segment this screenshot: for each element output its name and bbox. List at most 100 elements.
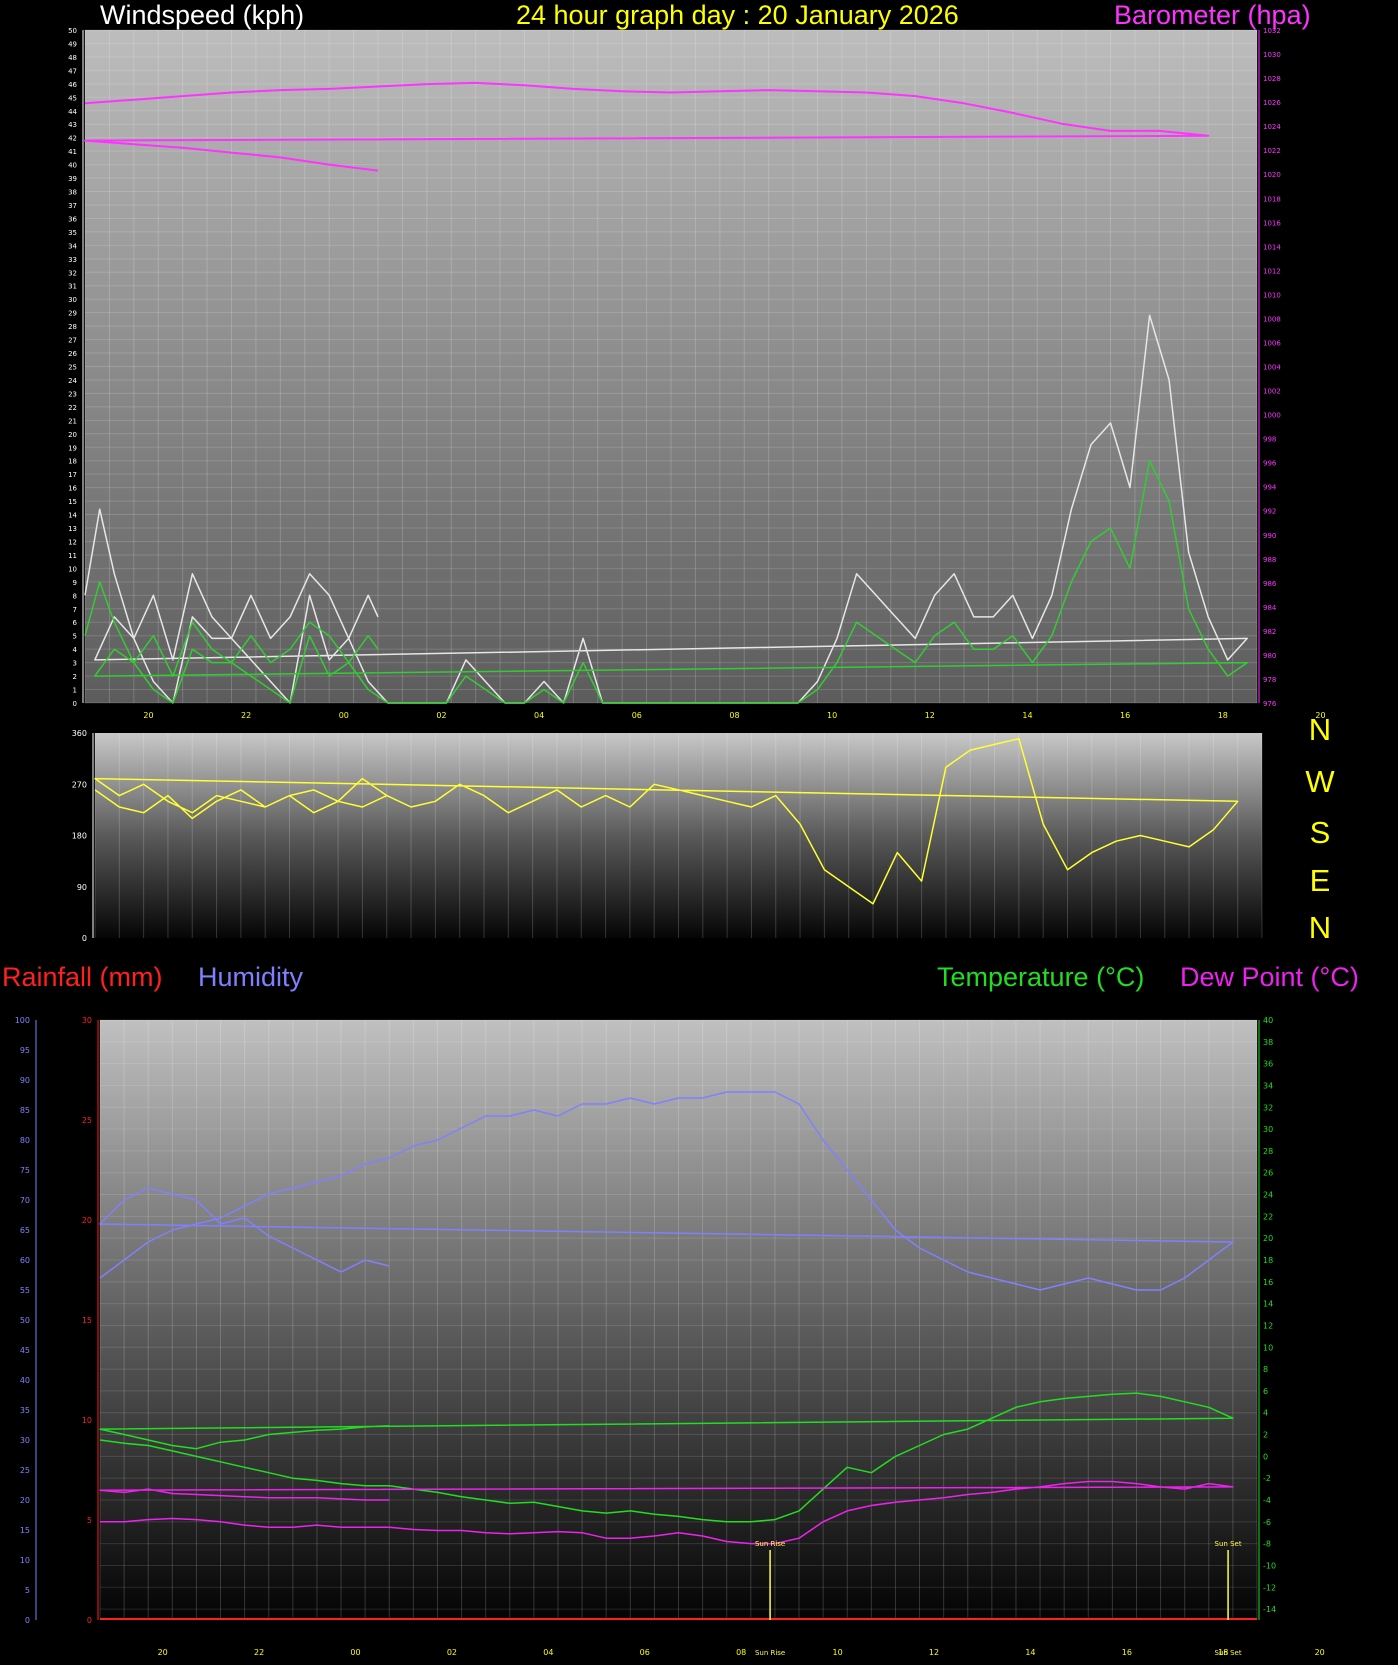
windspeed-y-tick: 9 <box>73 579 77 587</box>
rainfall-y-tick: 30 <box>82 1016 92 1025</box>
barometer-y-tick: 1018 <box>1263 195 1281 203</box>
humidity-y-tick: 25 <box>20 1466 30 1475</box>
barometer-y-tick: 1012 <box>1263 267 1281 275</box>
temperature-y-tick: 0 <box>1263 1452 1268 1461</box>
windspeed-y-tick: 4 <box>73 646 78 654</box>
barometer-y-tick: 1016 <box>1263 219 1281 227</box>
windspeed-y-tick: 30 <box>68 296 77 304</box>
dewpoint-title: Dew Point (°C) <box>1180 962 1359 992</box>
climate-time-tick: 04 <box>543 1648 553 1657</box>
barometer-y-tick: 986 <box>1263 580 1277 588</box>
sunset-label: Sun Set <box>1215 1540 1242 1548</box>
barometer-y-tick: 1006 <box>1263 339 1281 347</box>
windspeed-time-tick: 10 <box>827 711 837 720</box>
barometer-y-tick: 996 <box>1263 460 1277 468</box>
windspeed-y-tick: 37 <box>68 202 77 210</box>
barometer-y-tick: 1002 <box>1263 388 1281 396</box>
windspeed-time-tick: 06 <box>632 711 642 720</box>
windspeed-y-tick: 45 <box>68 94 77 102</box>
barometer-y-tick: 1024 <box>1263 123 1281 131</box>
direction-y-tick: 0 <box>82 934 87 943</box>
temperature-y-tick: 38 <box>1263 1038 1273 1047</box>
windspeed-time-tick: 20 <box>1315 711 1325 720</box>
temperature-y-tick: -6 <box>1263 1518 1271 1527</box>
humidity-y-tick: 95 <box>20 1046 30 1055</box>
windspeed-y-tick: 6 <box>73 619 78 627</box>
direction-y-tick: 360 <box>72 729 87 738</box>
climate-time-tick: 18 <box>1218 1648 1228 1657</box>
barometer-y-tick: 1022 <box>1263 147 1281 155</box>
windspeed-y-tick: 20 <box>68 431 77 439</box>
windspeed-y-tick: 36 <box>68 215 77 223</box>
climate-time-tick: 10 <box>832 1648 842 1657</box>
windspeed-y-tick: 17 <box>68 471 77 479</box>
climate-plot-area <box>100 1020 1257 1620</box>
windspeed-y-tick: 13 <box>68 525 77 533</box>
windspeed-time-tick: 20 <box>143 711 153 720</box>
windspeed-y-tick: 39 <box>68 175 77 183</box>
temperature-y-tick: 32 <box>1263 1103 1273 1112</box>
windspeed-y-tick: 2 <box>73 673 77 681</box>
temperature-y-tick: 8 <box>1263 1365 1268 1374</box>
compass-north-bottom: N <box>1308 910 1332 945</box>
windspeed-y-tick: 21 <box>68 417 77 425</box>
climate-time-tick: 14 <box>1025 1648 1035 1657</box>
humidity-y-tick: 45 <box>20 1346 30 1355</box>
humidity-y-tick: 75 <box>20 1166 30 1175</box>
temperature-title: Temperature (°C) <box>937 962 1145 992</box>
humidity-y-tick: 35 <box>20 1406 30 1415</box>
windspeed-y-tick: 33 <box>68 256 77 264</box>
windspeed-y-tick: 41 <box>68 148 77 156</box>
temperature-y-tick: 30 <box>1263 1125 1273 1134</box>
windspeed-y-tick: 23 <box>68 390 77 398</box>
dewpoint-line <box>99 1480 1234 1545</box>
barometer-y-tick: 984 <box>1263 604 1277 612</box>
temperature-y-tick: -14 <box>1263 1605 1276 1614</box>
barometer-y-tick: 982 <box>1263 628 1276 636</box>
climate-time-tick: 00 <box>350 1648 360 1657</box>
humidity-y-tick: 50 <box>20 1316 30 1325</box>
temperature-y-tick: -8 <box>1263 1540 1271 1549</box>
temperature-line <box>99 1392 1234 1523</box>
temperature-y-tick: 22 <box>1263 1212 1273 1221</box>
windspeed-line <box>84 459 1248 704</box>
compass-north-top: N <box>1308 712 1332 747</box>
climate-time-tick: 22 <box>254 1648 264 1657</box>
temperature-y-tick: 16 <box>1263 1278 1273 1287</box>
windspeed-y-tick: 31 <box>68 283 77 291</box>
humidity-y-tick: 5 <box>25 1586 30 1595</box>
windspeed-y-tick: 14 <box>68 512 77 520</box>
climate-time-tick: 20 <box>1315 1648 1325 1657</box>
windspeed-time-tick: 22 <box>241 711 251 720</box>
barometer-y-tick: 1010 <box>1263 291 1281 299</box>
barometer-y-tick: 1028 <box>1263 75 1281 83</box>
windspeed-y-tick: 35 <box>68 229 77 237</box>
windspeed-y-tick: 32 <box>68 269 77 277</box>
temperature-y-tick: 20 <box>1263 1234 1273 1243</box>
windspeed-time-tick: 12 <box>925 711 935 720</box>
windspeed-plot-area <box>85 30 1257 703</box>
humidity-y-tick: 10 <box>20 1556 30 1565</box>
climate-time-tick: 16 <box>1122 1648 1132 1657</box>
temperature-y-tick: 36 <box>1263 1060 1273 1069</box>
windspeed-y-tick: 42 <box>68 135 77 143</box>
sunset-axis-label: Sun Set <box>1215 1649 1242 1657</box>
barometer-y-tick: 1032 <box>1263 27 1281 35</box>
humidity-y-tick: 20 <box>20 1496 30 1505</box>
barometer-y-tick: 980 <box>1263 652 1276 660</box>
temperature-y-tick: 40 <box>1263 1016 1273 1025</box>
windspeed-y-tick: 22 <box>68 404 77 412</box>
temperature-y-tick: -2 <box>1263 1474 1271 1483</box>
barometer-y-tick: 994 <box>1263 484 1277 492</box>
temperature-y-tick: 6 <box>1263 1387 1268 1396</box>
temperature-y-tick: 34 <box>1263 1081 1273 1090</box>
temperature-y-tick: -12 <box>1263 1583 1276 1592</box>
humidity-y-tick: 90 <box>20 1076 30 1085</box>
rainfall-y-tick: 15 <box>82 1316 92 1325</box>
barometer-line <box>84 81 1210 172</box>
sunrise-label: Sun Rise <box>755 1540 785 1548</box>
barometer-y-tick: 1000 <box>1263 412 1281 420</box>
direction-plot-area <box>95 733 1262 938</box>
barometer-y-tick: 978 <box>1263 676 1276 684</box>
windspeed-y-tick: 1 <box>73 687 77 695</box>
